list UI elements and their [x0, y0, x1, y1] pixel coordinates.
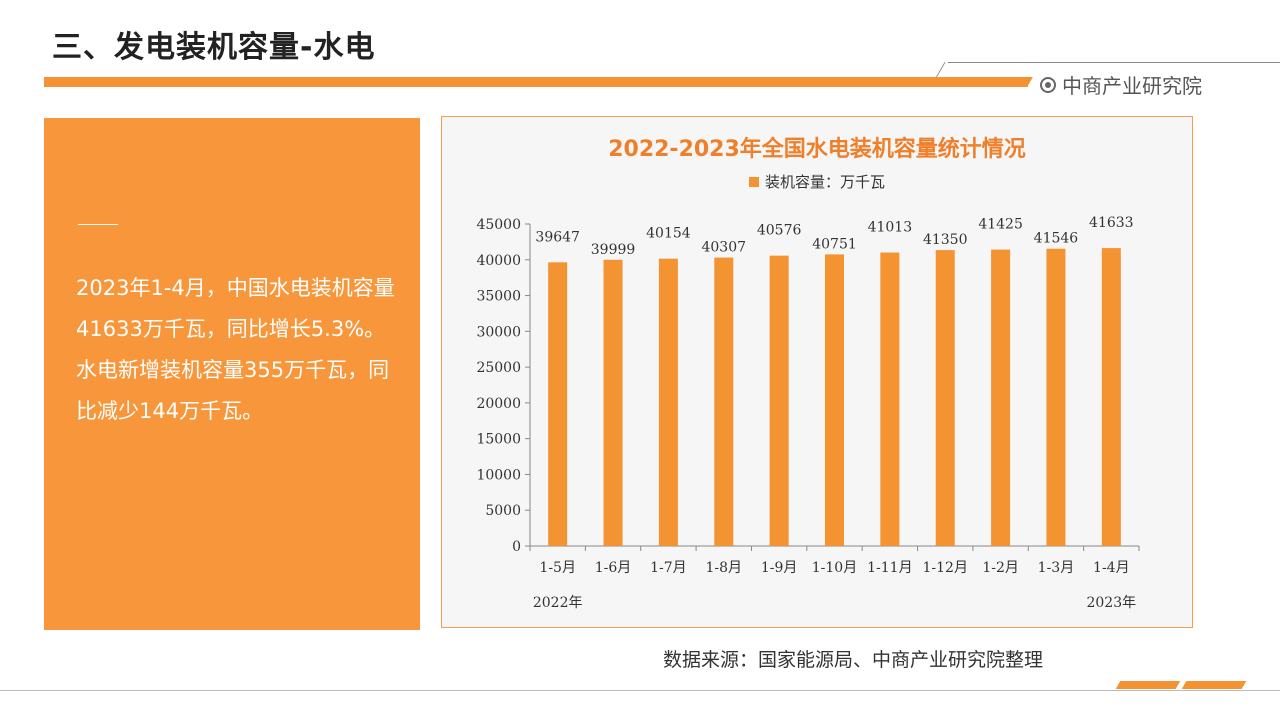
data-source: 数据来源：国家能源局、中商产业研究院整理: [663, 649, 1044, 671]
bar: [658, 258, 678, 546]
x-tick-label: 1-8月: [705, 560, 742, 576]
bottom-stripe: [1115, 681, 1181, 689]
x-tick-label: 1-11月: [867, 560, 912, 576]
bar: [714, 257, 734, 546]
y-tick-label: 0: [512, 539, 521, 555]
bottom-stripe: [1181, 681, 1247, 689]
chart-container: 2022-2023年全国水电装机容量统计情况 装机容量：万千瓦 0 5000 100…: [441, 116, 1193, 628]
y-tick-label: 30000: [476, 324, 521, 340]
y-tick-label: 10000: [476, 467, 521, 483]
title-thin-line: [948, 62, 1280, 63]
bar: [880, 252, 900, 546]
y-tick-label: 20000: [476, 396, 521, 412]
y-tick-label: 45000: [476, 217, 521, 233]
brand: 中商产业研究院: [1040, 70, 1202, 99]
x-tick-label: 1-9月: [761, 560, 798, 576]
bar: [825, 254, 844, 546]
year-label: 2022年: [533, 595, 583, 611]
bar: [1046, 248, 1066, 547]
slide-title: 三、发电装机容量-水电: [52, 30, 376, 65]
data-label: 40751: [812, 236, 857, 252]
y-tick-label: 40000: [476, 253, 521, 269]
bar-chart: 0 5000 10000 15000 20000 25000 30000 35000 40000…: [476, 215, 1140, 611]
year-label: 2023年: [1086, 595, 1136, 611]
data-label: 41425: [978, 217, 1023, 233]
y-tick-label: 15000: [476, 432, 521, 448]
legend-swatch: [748, 176, 759, 187]
bottom-rule: [0, 690, 1280, 691]
x-tick-label: 1-5月: [539, 560, 576, 576]
title-diagonal: [935, 62, 946, 78]
bar: [548, 262, 568, 546]
data-label: 40154: [646, 226, 691, 242]
data-label: 40307: [701, 240, 746, 256]
brand-name: 中商产业研究院: [1062, 74, 1202, 98]
bar: [603, 259, 623, 546]
data-label: 39647: [535, 229, 580, 245]
legend-label: 装机容量：万千瓦: [764, 173, 885, 191]
chart-title: 2022-2023年全国水电装机容量统计情况: [608, 137, 1026, 162]
summary-panel: 2023年1-4月，中国水电装机容量41633万千瓦，同比增长5.3%。水电新增…: [44, 118, 420, 630]
summary-divider: [78, 224, 118, 225]
summary-text: 2023年1-4月，中国水电装机容量41633万千瓦，同比增长5.3%。水电新增…: [76, 276, 395, 423]
data-label: 39999: [591, 242, 636, 258]
x-tick-label: 1-6月: [595, 560, 632, 576]
y-tick-label: 25000: [476, 360, 521, 376]
data-label: 41350: [923, 232, 968, 248]
chart-legend: 装机容量：万千瓦: [442, 171, 1192, 192]
x-tick-label: 1-2月: [982, 560, 1019, 576]
bar: [935, 250, 955, 546]
data-label: 40576: [757, 223, 802, 239]
brand-logo-icon: [1040, 76, 1056, 93]
x-tick-label: 1-12月: [923, 560, 968, 576]
data-label: 41013: [868, 220, 913, 236]
bar: [1101, 248, 1121, 546]
x-tick-label: 1-3月: [1038, 560, 1075, 576]
x-tick-label: 1-10月: [812, 560, 857, 576]
bar: [769, 255, 789, 546]
bar: [991, 249, 1011, 546]
x-tick-label: 1-7月: [650, 560, 687, 576]
x-tick-label: 1-4月: [1093, 560, 1130, 576]
data-label: 41546: [1034, 231, 1079, 247]
y-tick-label: 35000: [476, 289, 521, 305]
data-label: 41633: [1089, 215, 1134, 231]
title-underline-bar: [44, 77, 1028, 87]
y-tick-label: 5000: [485, 503, 521, 519]
